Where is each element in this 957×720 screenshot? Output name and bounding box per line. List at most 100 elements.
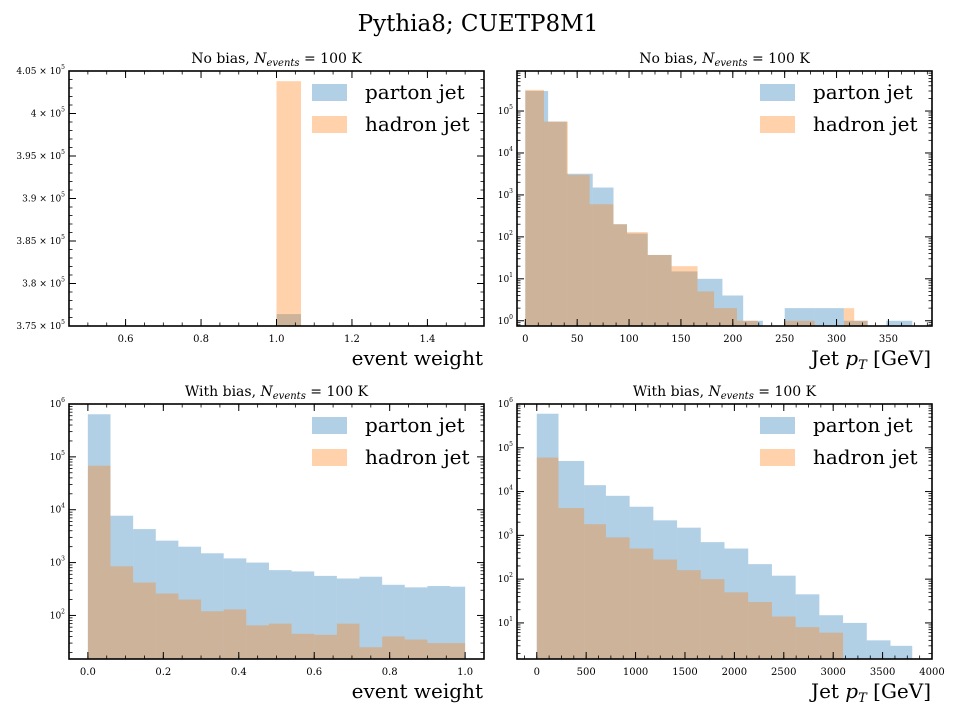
- bar-hadron-14: [404, 639, 428, 659]
- bar-hadron-4: [613, 224, 627, 326]
- legend-label-hadron: hadron jet: [813, 112, 918, 136]
- x-axis-label: event weight: [352, 346, 483, 370]
- bars-group: [87, 414, 466, 659]
- bar-hadron-6: [647, 254, 672, 326]
- bar-parton-6: [223, 558, 247, 659]
- legend-swatch-hadron: [312, 116, 347, 133]
- plot-frame: [516, 70, 933, 327]
- y-tick-label: 3.75 × 105: [16, 319, 65, 332]
- y-tick-label: 106: [498, 397, 513, 410]
- x-tick-label: 0.8: [193, 334, 209, 345]
- bar-parton-8: [697, 278, 723, 326]
- bar-parton-13: [814, 308, 844, 326]
- bar-hadron-12: [784, 320, 815, 326]
- x-tick-label: 0.0: [80, 667, 96, 678]
- legend-swatch-hadron: [760, 449, 795, 466]
- bar-parton-9: [748, 564, 772, 659]
- bar-hadron-3: [589, 204, 614, 326]
- bar-parton-4: [178, 546, 202, 659]
- bar-parton-3: [155, 540, 179, 659]
- bar-parton-14: [404, 587, 428, 659]
- bar-hadron-9: [291, 633, 315, 659]
- panel-title: With bias, Nevents = 100 K: [633, 384, 817, 402]
- bar-parton-13: [382, 584, 405, 659]
- bar-parton-12: [359, 576, 383, 659]
- bar-parton-7: [246, 562, 269, 659]
- plot-frame: [516, 403, 933, 660]
- bar-parton-6: [677, 527, 701, 659]
- x-tick-label: 0.8: [382, 667, 398, 678]
- x-tick-label: 150: [671, 334, 690, 345]
- bar-hadron-14: [843, 308, 855, 326]
- bar-parton-0: [536, 413, 559, 659]
- bar-hadron-11: [795, 627, 820, 659]
- y-tick-label: 101: [498, 616, 513, 629]
- legend-label-hadron: hadron jet: [365, 112, 470, 136]
- bar-hadron-11: [336, 623, 360, 659]
- bar-hadron-4: [629, 548, 654, 659]
- bar-hadron-16: [450, 643, 466, 659]
- bar-parton-8: [268, 570, 292, 659]
- bar-hadron-5: [201, 611, 224, 659]
- y-tick-label: 104: [50, 503, 65, 516]
- bar-hadron-5: [653, 559, 678, 659]
- y-tick-label: 4 × 105: [31, 107, 65, 120]
- y-tick-label: 103: [498, 528, 513, 541]
- x-axis-label: Jet pT [GeV]: [809, 346, 931, 373]
- bar-hadron-5: [626, 232, 648, 326]
- bar-parton-15: [890, 645, 913, 659]
- y-tick-label: 4.05 × 105: [16, 64, 65, 77]
- legend-swatch-parton: [312, 84, 347, 101]
- panel-title: No bias, Nevents = 100 K: [191, 51, 362, 69]
- bar-parton-0: [525, 91, 549, 326]
- bar-hadron-0: [87, 465, 111, 659]
- bars-group: [525, 89, 913, 326]
- legend-swatch-hadron: [312, 449, 347, 466]
- bar-hadron-2: [584, 524, 606, 659]
- bar-hadron-1: [543, 121, 568, 326]
- legend-label-parton: parton jet: [365, 413, 465, 437]
- bar-parton-14: [866, 640, 891, 659]
- bar-hadron-0: [536, 457, 559, 659]
- x-tick-label: 100: [620, 334, 639, 345]
- x-tick-label: 0.6: [118, 334, 134, 345]
- x-axis-label: event weight: [352, 679, 483, 703]
- y-tick-label: 100: [498, 314, 513, 327]
- bar-hadron-3: [605, 537, 630, 659]
- bar-parton-1: [548, 121, 567, 326]
- chart-panel-1: 0.6 0.8 1.0 1.2 1.4 3.75 × 105 3.8 × 105 3.85 ×…: [16, 51, 485, 370]
- y-tick-label: 103: [498, 188, 513, 201]
- bar-parton-3: [592, 187, 614, 326]
- bar-parton-16: [886, 320, 913, 326]
- x-tick-label: 350: [879, 334, 898, 345]
- bar-hadron-0: [525, 89, 544, 326]
- y-tick-label: 105: [498, 441, 513, 454]
- bar-hadron-6: [223, 609, 247, 659]
- bar-hadron-15: [854, 320, 868, 326]
- bar-parton-0: [87, 414, 111, 659]
- bar-hadron-15: [427, 643, 451, 659]
- bar-parton-2: [584, 485, 606, 659]
- y-tick-label: 104: [498, 146, 513, 159]
- bar-hadron-3: [155, 593, 179, 659]
- x-tick-label: 1.4: [419, 334, 435, 345]
- chart-panel-2: 0 50 100 150 200 250 300 350 100 101 102 103 104 105 N…: [498, 51, 933, 373]
- x-tick-label: 1.2: [344, 334, 360, 345]
- bar-parton-11: [795, 594, 820, 659]
- bar-parton-14: [843, 320, 868, 326]
- y-tick-label: 3.95 × 105: [16, 149, 65, 162]
- chart-panel-4: 0 500 1000 1500 2000 2500 3000 3500 4000 101 102 10…: [498, 384, 945, 706]
- legend-label-hadron: hadron jet: [813, 445, 918, 469]
- bar-parton-4: [613, 224, 627, 326]
- bar-parton-10: [314, 575, 337, 659]
- x-tick-label: 1.0: [457, 667, 473, 678]
- y-tick-label: 103: [50, 556, 65, 569]
- legend-label-parton: parton jet: [365, 80, 465, 104]
- x-tick-label: 0.6: [306, 667, 322, 678]
- x-tick-label: 3500: [870, 667, 895, 678]
- bar-hadron-7: [671, 266, 698, 326]
- y-tick-label: 3.85 × 105: [16, 234, 65, 247]
- bar-hadron-10: [314, 634, 337, 659]
- x-tick-label: 3000: [820, 667, 845, 678]
